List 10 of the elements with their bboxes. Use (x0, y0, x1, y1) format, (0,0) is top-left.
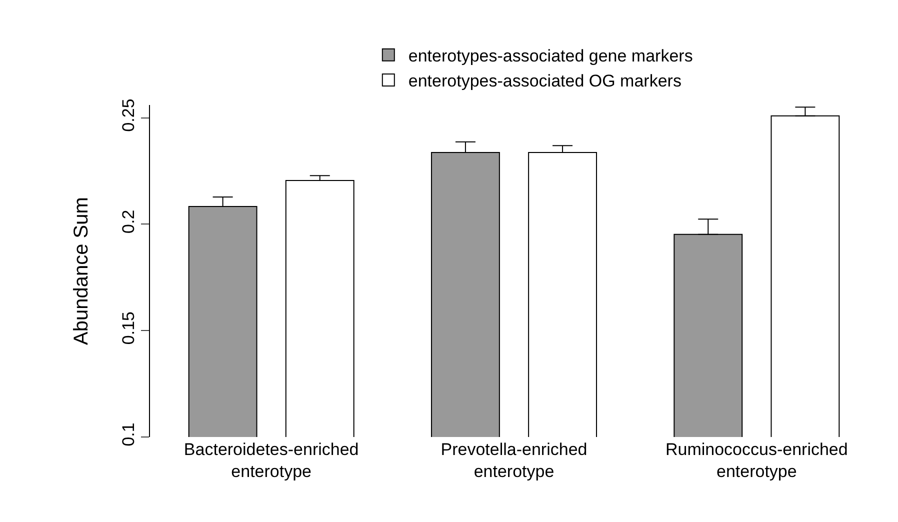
x-tick-label: Bacteroidetes-enriched enterotype (184, 440, 359, 482)
x-tick-label: Ruminococcus-enriched enterotype (665, 440, 848, 482)
x-tick-label: Prevotella-enriched enterotype (440, 440, 588, 482)
legend-label: enterotypes-associated OG markers (408, 72, 682, 91)
y-tick-label: 0.15 (119, 311, 138, 345)
legend-label: enterotypes-associated gene markers (408, 46, 693, 66)
y-axis-title: Abundance Sum (70, 197, 93, 345)
y-tick-label: 0.25 (119, 98, 138, 132)
y-tick-label: 0.1 (119, 422, 138, 446)
y-tick-label: 0.2 (119, 210, 138, 234)
